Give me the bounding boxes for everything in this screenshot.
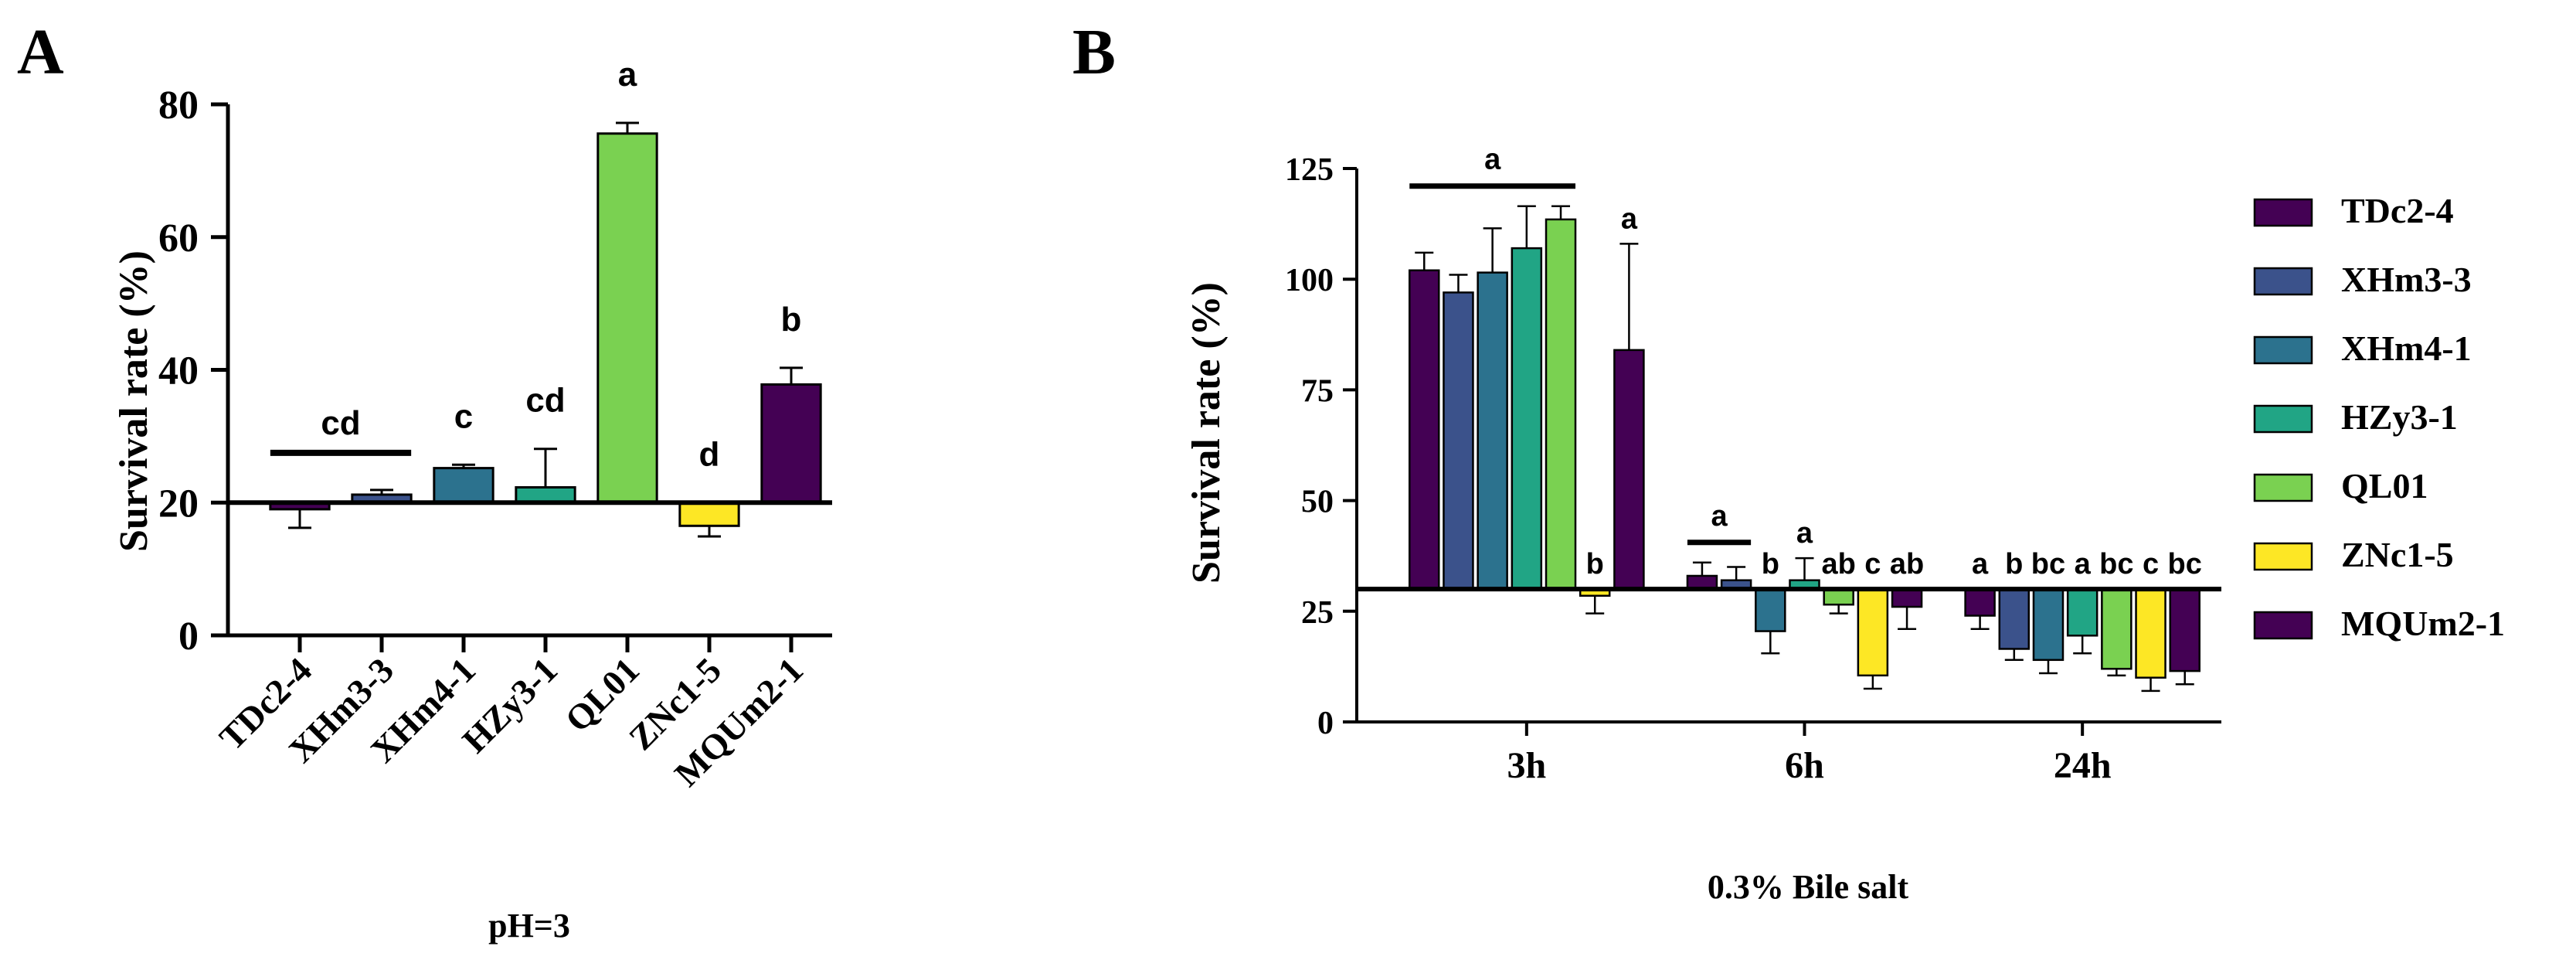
bar-XHm4-1-3h: [1477, 271, 1508, 591]
bar-XHm3-3-3h: [1443, 291, 1474, 591]
bar-QL01: [596, 132, 658, 504]
y-tick-label: 0: [1317, 706, 1334, 741]
y-tick-label: 0: [178, 614, 199, 659]
bar-HZy3-1-24h: [2066, 587, 2099, 637]
legend-swatch-MQUm2-1: [2253, 611, 2313, 640]
bar-TDc2-4-24h: [1964, 587, 1996, 617]
x-tick-label: 24h: [2054, 745, 2112, 786]
legend-label: XHm3-3: [2341, 260, 2472, 299]
bar-ZNc1-5: [678, 501, 740, 527]
bar-TDc2-4-3h: [1409, 269, 1440, 591]
panel-a-label: A: [17, 16, 64, 88]
y-tick-label: 20: [158, 482, 199, 526]
panel-a: A Survival rate (%) pH=3 020406080TDc2-4…: [17, 16, 832, 945]
legend-label: MQUm2-1: [2341, 604, 2505, 643]
legend-swatch-XHm3-3: [2253, 267, 2313, 296]
significance-letter: bc: [2099, 548, 2133, 580]
bar-XHm4-1: [433, 467, 494, 504]
panel-b-y-axis-label: Survival rate (%): [1184, 282, 1229, 584]
legend-swatch-ZNc1-5: [2253, 542, 2313, 571]
bar-HZy3-1-3h: [1511, 247, 1543, 591]
significance-letter: c: [2143, 548, 2159, 580]
x-tick-label: 3h: [1507, 745, 1546, 786]
significance-letter: ab: [1822, 548, 1856, 580]
significance-letter: bc: [2168, 548, 2202, 580]
y-tick-label: 40: [158, 349, 199, 393]
significance-letter: d: [699, 435, 720, 473]
y-tick-label: 100: [1285, 263, 1334, 298]
y-tick-label: 125: [1285, 152, 1334, 188]
bar-QL01-24h: [2101, 587, 2133, 670]
bar-XHm3-3-24h: [1998, 587, 2031, 650]
bar-MQUm2-1-3h: [1613, 349, 1645, 591]
bar-MQUm2-1: [760, 383, 822, 504]
significance-letter: ab: [1890, 548, 1924, 580]
bar-QL01-3h: [1545, 218, 1577, 591]
panel-a-x-axis-label: pH=3: [488, 907, 570, 945]
bar-XHm4-1-24h: [2032, 587, 2065, 662]
significance-letter: b: [781, 301, 802, 339]
legend-label: ZNc1-5: [2341, 535, 2454, 574]
significance-letter: bc: [2031, 548, 2065, 580]
bar-XHm4-1-6h: [1755, 587, 1786, 632]
significance-letter: a: [1621, 203, 1638, 235]
significance-letter: cd: [525, 382, 565, 420]
legend-swatch-XHm4-1: [2253, 335, 2313, 365]
significance-letter: b: [2005, 548, 2023, 580]
significance-letter: a: [618, 56, 637, 94]
y-tick-label: 60: [158, 216, 199, 260]
x-tick-label: 6h: [1785, 745, 1824, 786]
significance-letter: c: [1864, 548, 1881, 580]
legend-label: XHm4-1: [2341, 329, 2472, 368]
bar-ZNc1-5-6h: [1857, 587, 1889, 677]
legend-label: TDc2-4: [2341, 191, 2454, 230]
legend-label: HZy3-1: [2341, 397, 2458, 437]
panel-a-y-axis-label: Survival rate (%): [112, 250, 156, 552]
significance-letter: b: [1586, 548, 1604, 580]
significance-letter: a: [1484, 144, 1501, 176]
significance-letter: a: [1711, 500, 1728, 533]
legend-label: QL01: [2341, 466, 2428, 506]
significance-letter: cd: [321, 404, 360, 442]
y-tick-label: 75: [1301, 373, 1334, 409]
significance-letter: a: [2075, 548, 2092, 580]
significance-letter: c: [454, 397, 473, 435]
bar-MQUm2-1-6h: [1891, 587, 1923, 608]
legend-swatch-QL01: [2253, 473, 2313, 502]
legend-swatch-TDc2-4: [2253, 198, 2313, 227]
y-tick-label: 50: [1301, 485, 1334, 520]
legend-swatch-HZy3-1: [2253, 404, 2313, 434]
significance-letter: a: [1796, 517, 1813, 550]
y-tick-label: 80: [158, 83, 199, 128]
panel-b-x-axis-label: 0.3% Bile salt: [1708, 868, 1909, 906]
bar-MQUm2-1-24h: [2169, 587, 2200, 672]
bar-QL01-6h: [1823, 587, 1854, 606]
significance-letter: b: [1762, 548, 1779, 580]
y-tick-label: 25: [1301, 595, 1334, 631]
panel-b: B Survival rate (%) 0.3% Bile salt 0 25 50…: [1072, 16, 2505, 906]
bar-ZNc1-5-24h: [2135, 587, 2166, 679]
panel-b-label: B: [1072, 16, 1116, 88]
significance-letter: a: [1972, 548, 1989, 580]
